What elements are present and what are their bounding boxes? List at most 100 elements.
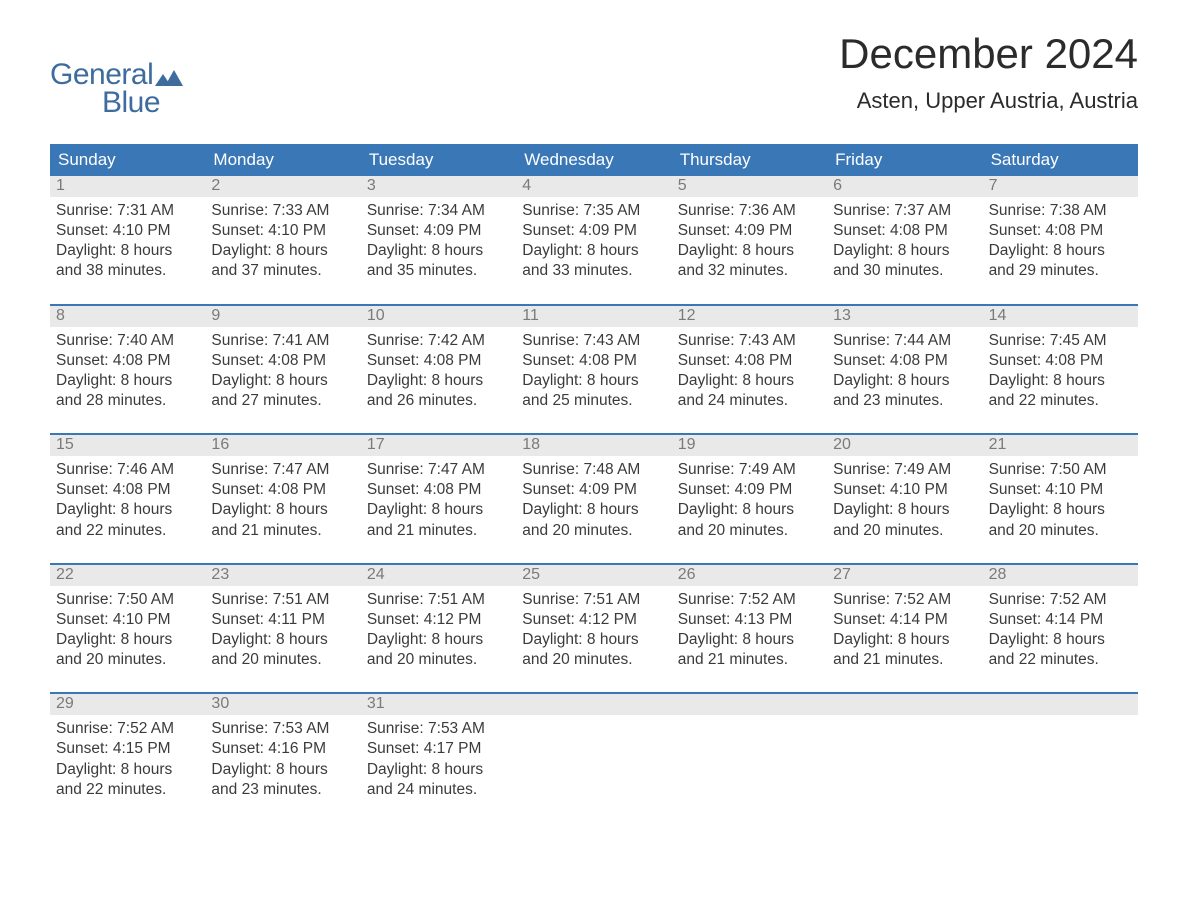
day-number: 25 [516,565,671,586]
day-text: Sunrise: 7:42 AMSunset: 4:08 PMDaylight:… [361,327,516,418]
day-number: 29 [50,694,205,715]
calendar-cell: 31Sunrise: 7:53 AMSunset: 4:17 PMDayligh… [361,694,516,806]
day-text: Sunrise: 7:38 AMSunset: 4:08 PMDaylight:… [983,197,1138,288]
day-number: 26 [672,565,827,586]
calendar-cell: 8Sunrise: 7:40 AMSunset: 4:08 PMDaylight… [50,306,205,418]
day-number: 9 [205,306,360,327]
calendar-cell: 5Sunrise: 7:36 AMSunset: 4:09 PMDaylight… [672,176,827,288]
day-text: Sunrise: 7:37 AMSunset: 4:08 PMDaylight:… [827,197,982,288]
day-text: Sunrise: 7:52 AMSunset: 4:13 PMDaylight:… [672,586,827,677]
day-number: 7 [983,176,1138,197]
calendar-cell: 23Sunrise: 7:51 AMSunset: 4:11 PMDayligh… [205,565,360,677]
day-number: 6 [827,176,982,197]
day-text: Sunrise: 7:40 AMSunset: 4:08 PMDaylight:… [50,327,205,418]
day-header: Monday [205,144,360,176]
day-number: 28 [983,565,1138,586]
day-text: Sunrise: 7:52 AMSunset: 4:14 PMDaylight:… [983,586,1138,677]
calendar-cell: 6Sunrise: 7:37 AMSunset: 4:08 PMDaylight… [827,176,982,288]
month-title: December 2024 [839,30,1138,78]
day-text: Sunrise: 7:44 AMSunset: 4:08 PMDaylight:… [827,327,982,418]
calendar-cell: 17Sunrise: 7:47 AMSunset: 4:08 PMDayligh… [361,435,516,547]
day-number: 10 [361,306,516,327]
day-text: Sunrise: 7:35 AMSunset: 4:09 PMDaylight:… [516,197,671,288]
calendar-week: 1Sunrise: 7:31 AMSunset: 4:10 PMDaylight… [50,176,1138,288]
day-number: 23 [205,565,360,586]
calendar-cell: 12Sunrise: 7:43 AMSunset: 4:08 PMDayligh… [672,306,827,418]
logo-blue-text: Blue [102,86,183,120]
day-number-empty [827,694,982,715]
day-number: 14 [983,306,1138,327]
logo-flag-icon [155,66,183,86]
day-text: Sunrise: 7:31 AMSunset: 4:10 PMDaylight:… [50,197,205,288]
day-text: Sunrise: 7:47 AMSunset: 4:08 PMDaylight:… [205,456,360,547]
day-text: Sunrise: 7:49 AMSunset: 4:09 PMDaylight:… [672,456,827,547]
day-header: Thursday [672,144,827,176]
day-number: 15 [50,435,205,456]
day-number: 13 [827,306,982,327]
calendar-cell: 4Sunrise: 7:35 AMSunset: 4:09 PMDaylight… [516,176,671,288]
day-number-empty [983,694,1138,715]
calendar-cell [827,694,982,806]
calendar: Sunday Monday Tuesday Wednesday Thursday… [50,144,1138,806]
day-number: 4 [516,176,671,197]
day-text: Sunrise: 7:36 AMSunset: 4:09 PMDaylight:… [672,197,827,288]
day-text: Sunrise: 7:34 AMSunset: 4:09 PMDaylight:… [361,197,516,288]
day-text: Sunrise: 7:52 AMSunset: 4:15 PMDaylight:… [50,715,205,806]
calendar-cell: 15Sunrise: 7:46 AMSunset: 4:08 PMDayligh… [50,435,205,547]
day-number: 22 [50,565,205,586]
day-text: Sunrise: 7:43 AMSunset: 4:08 PMDaylight:… [672,327,827,418]
day-text: Sunrise: 7:51 AMSunset: 4:11 PMDaylight:… [205,586,360,677]
day-number: 17 [361,435,516,456]
logo: General Blue [50,58,183,120]
day-text: Sunrise: 7:47 AMSunset: 4:08 PMDaylight:… [361,456,516,547]
calendar-cell: 3Sunrise: 7:34 AMSunset: 4:09 PMDaylight… [361,176,516,288]
day-number: 16 [205,435,360,456]
header: General Blue December 2024 Asten, Upper … [50,30,1138,120]
day-header: Wednesday [516,144,671,176]
day-number: 19 [672,435,827,456]
day-text: Sunrise: 7:49 AMSunset: 4:10 PMDaylight:… [827,456,982,547]
calendar-cell [516,694,671,806]
calendar-cell: 1Sunrise: 7:31 AMSunset: 4:10 PMDaylight… [50,176,205,288]
day-text: Sunrise: 7:48 AMSunset: 4:09 PMDaylight:… [516,456,671,547]
calendar-cell: 13Sunrise: 7:44 AMSunset: 4:08 PMDayligh… [827,306,982,418]
day-text: Sunrise: 7:43 AMSunset: 4:08 PMDaylight:… [516,327,671,418]
day-header: Saturday [983,144,1138,176]
calendar-cell: 26Sunrise: 7:52 AMSunset: 4:13 PMDayligh… [672,565,827,677]
day-text: Sunrise: 7:51 AMSunset: 4:12 PMDaylight:… [516,586,671,677]
calendar-cell [672,694,827,806]
day-number: 20 [827,435,982,456]
day-number: 21 [983,435,1138,456]
day-text: Sunrise: 7:41 AMSunset: 4:08 PMDaylight:… [205,327,360,418]
calendar-cell: 2Sunrise: 7:33 AMSunset: 4:10 PMDaylight… [205,176,360,288]
calendar-cell: 7Sunrise: 7:38 AMSunset: 4:08 PMDaylight… [983,176,1138,288]
day-number: 11 [516,306,671,327]
calendar-cell: 28Sunrise: 7:52 AMSunset: 4:14 PMDayligh… [983,565,1138,677]
calendar-cell [983,694,1138,806]
day-number: 8 [50,306,205,327]
calendar-cell: 16Sunrise: 7:47 AMSunset: 4:08 PMDayligh… [205,435,360,547]
day-number: 1 [50,176,205,197]
day-text: Sunrise: 7:33 AMSunset: 4:10 PMDaylight:… [205,197,360,288]
calendar-cell: 24Sunrise: 7:51 AMSunset: 4:12 PMDayligh… [361,565,516,677]
calendar-cell: 29Sunrise: 7:52 AMSunset: 4:15 PMDayligh… [50,694,205,806]
calendar-cell: 25Sunrise: 7:51 AMSunset: 4:12 PMDayligh… [516,565,671,677]
title-block: December 2024 Asten, Upper Austria, Aust… [839,30,1138,114]
day-text: Sunrise: 7:50 AMSunset: 4:10 PMDaylight:… [983,456,1138,547]
day-number: 27 [827,565,982,586]
day-text: Sunrise: 7:53 AMSunset: 4:17 PMDaylight:… [361,715,516,806]
day-headers: Sunday Monday Tuesday Wednesday Thursday… [50,144,1138,176]
calendar-week: 29Sunrise: 7:52 AMSunset: 4:15 PMDayligh… [50,692,1138,806]
day-number: 18 [516,435,671,456]
day-text: Sunrise: 7:45 AMSunset: 4:08 PMDaylight:… [983,327,1138,418]
calendar-cell: 30Sunrise: 7:53 AMSunset: 4:16 PMDayligh… [205,694,360,806]
day-header: Sunday [50,144,205,176]
day-number: 30 [205,694,360,715]
calendar-week: 15Sunrise: 7:46 AMSunset: 4:08 PMDayligh… [50,433,1138,547]
calendar-cell: 27Sunrise: 7:52 AMSunset: 4:14 PMDayligh… [827,565,982,677]
day-number: 31 [361,694,516,715]
calendar-cell: 10Sunrise: 7:42 AMSunset: 4:08 PMDayligh… [361,306,516,418]
day-header: Tuesday [361,144,516,176]
day-text: Sunrise: 7:52 AMSunset: 4:14 PMDaylight:… [827,586,982,677]
calendar-cell: 19Sunrise: 7:49 AMSunset: 4:09 PMDayligh… [672,435,827,547]
